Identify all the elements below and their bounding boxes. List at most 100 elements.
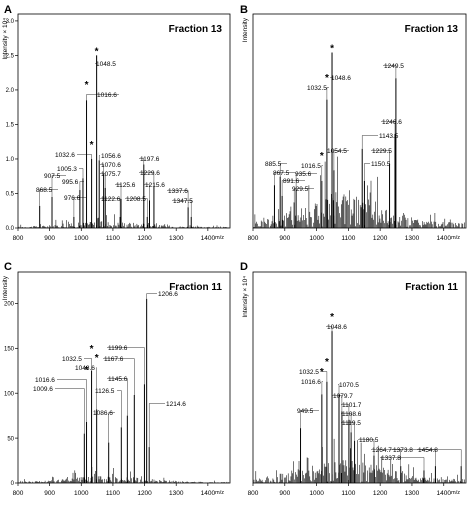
peak-leader xyxy=(280,163,287,177)
peak-label: 891.6 xyxy=(283,178,300,185)
x-tick-label: 800 xyxy=(13,490,24,497)
panel-title: Fraction 11 xyxy=(169,282,222,293)
peak-leader xyxy=(326,87,329,100)
peak-label: 868.5 xyxy=(36,187,53,194)
peak-leader xyxy=(144,184,150,201)
peak-star-marker: * xyxy=(330,44,334,55)
peak-label: 1048.5 xyxy=(96,61,116,68)
peak-leader xyxy=(341,413,352,433)
peak-leader xyxy=(383,65,397,79)
y-tick-label: 1.5 xyxy=(6,123,15,129)
x-tick-label: 1300 xyxy=(169,490,184,497)
peak-leader xyxy=(341,404,350,420)
peak-label: 995.6 xyxy=(62,179,79,186)
peak-label: 1180.5 xyxy=(359,437,379,444)
y-tick-label: 2.5 xyxy=(6,54,15,60)
peak-star-marker: * xyxy=(330,312,334,323)
peak-label: 1122.6 xyxy=(101,196,121,203)
y-tick-label: 50 xyxy=(7,436,14,442)
peak-label: 935.6 xyxy=(295,171,312,178)
peak-label: 1208.5 xyxy=(126,196,146,203)
peak-label: 1009.6 xyxy=(33,386,53,393)
peak-label: 1249.5 xyxy=(384,63,404,70)
peak-leader xyxy=(330,52,333,78)
peak-leader xyxy=(341,422,355,441)
x-axis-label: m/z xyxy=(451,490,460,496)
peak-leader xyxy=(321,381,323,395)
peak-label: 1108.6 xyxy=(342,411,362,418)
peak-leader xyxy=(57,379,87,422)
peak-leader xyxy=(380,457,425,471)
peak-label: 1048.6 xyxy=(331,75,351,82)
x-tick-label: 900 xyxy=(44,235,55,242)
peak-label: 1032.6 xyxy=(55,152,75,159)
x-tick-label: 1200 xyxy=(373,235,388,242)
peak-label: 1016.6 xyxy=(301,379,321,386)
y-tick-label: 150 xyxy=(4,347,15,353)
x-axis-label: m/z xyxy=(215,490,224,496)
peak-leader xyxy=(381,121,396,134)
peak-leader xyxy=(321,165,323,181)
peak-star-marker: * xyxy=(325,357,329,368)
peak-leader xyxy=(108,412,115,443)
panel-title: Fraction 13 xyxy=(169,24,223,35)
peak-leader xyxy=(371,150,390,164)
y-tick-label: 1.0 xyxy=(6,157,15,163)
plot-frame xyxy=(17,271,231,484)
peak-label: 1075.7 xyxy=(101,171,121,178)
y-axis-label: Intensity × 10⁴ xyxy=(2,18,9,60)
y-tick-label: 2.0 xyxy=(6,88,15,94)
peak-star-marker: * xyxy=(320,367,324,378)
y-tick-label: 3.0 xyxy=(6,19,15,25)
peak-label: 1337.6 xyxy=(168,188,188,195)
spectrum-noise xyxy=(18,214,229,228)
panel-b: B Fraction 13 800 900 1000 1100 1200 1300 1400 m/… xyxy=(240,4,467,242)
peak-leader xyxy=(100,173,106,188)
x-axis-label: m/z xyxy=(451,235,460,241)
peak-label: 1214.6 xyxy=(166,401,186,408)
peak-leader xyxy=(338,384,340,395)
peak-leader xyxy=(294,188,314,203)
x-tick-label: 1100 xyxy=(341,490,355,497)
peak-leader xyxy=(99,155,100,161)
peak-star-marker: * xyxy=(85,365,89,376)
peak-label: 1070.5 xyxy=(339,382,359,389)
peak-label: 1079.7 xyxy=(333,393,353,400)
x-tick-label: 1200 xyxy=(137,490,152,497)
y-tick-label: 200 xyxy=(4,302,15,308)
peak-leader xyxy=(274,172,295,186)
x-tick-label: 1100 xyxy=(341,235,355,242)
spectrum-noise xyxy=(253,438,465,483)
peak-star-marker: * xyxy=(95,353,99,364)
peak-label: 949.5 xyxy=(297,408,314,415)
peak-leader xyxy=(281,180,305,196)
peak-label: 1197.6 xyxy=(140,156,160,163)
x-tick-label: 1100 xyxy=(106,490,120,497)
x-tick-label: 1000 xyxy=(309,235,324,242)
peak-label: 1016.5 xyxy=(301,163,321,170)
y-axis-label: Intensity xyxy=(2,275,9,300)
peak-star-marker: * xyxy=(90,344,94,355)
peak-label: 929.5 xyxy=(292,186,309,193)
plot-frame xyxy=(252,13,467,229)
peak-label: 1145.6 xyxy=(108,376,128,383)
peak-leader xyxy=(84,358,92,371)
panel-title: Fraction 11 xyxy=(405,282,458,293)
x-tick-label: 900 xyxy=(44,490,55,497)
y-axis-label: Intensity xyxy=(242,17,249,42)
peak-label: 1101.7 xyxy=(342,402,362,409)
peak-label: 907.5 xyxy=(44,173,61,180)
peak-leader xyxy=(51,175,66,197)
peak-star-marker: * xyxy=(85,80,89,91)
peak-label: 1054.5 xyxy=(327,148,347,155)
x-tick-label: 1200 xyxy=(373,490,388,497)
peak-leader xyxy=(100,164,104,175)
peak-leader xyxy=(362,135,378,149)
peak-leader xyxy=(358,439,375,456)
peak-leader xyxy=(300,410,319,429)
peak-label: 1005.3 xyxy=(57,166,77,173)
peak-leader xyxy=(107,378,128,416)
peak-label: 1454.8 xyxy=(418,447,438,454)
